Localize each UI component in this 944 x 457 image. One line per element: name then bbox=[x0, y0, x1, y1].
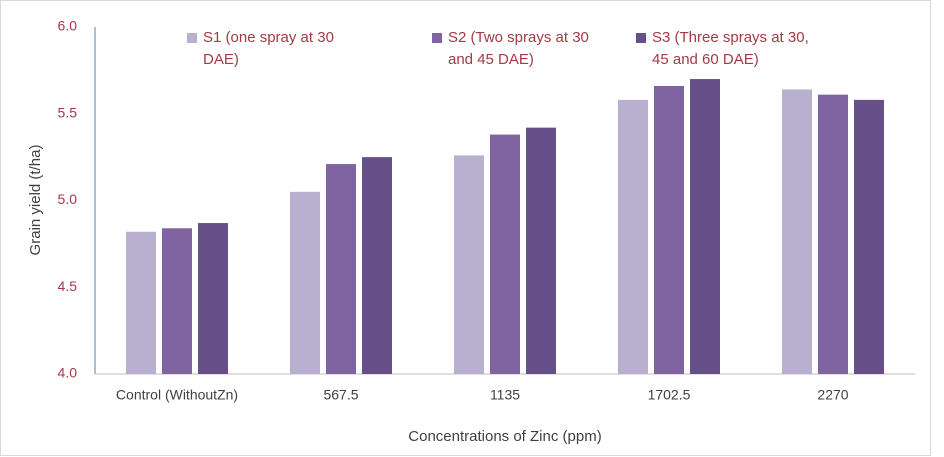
bar bbox=[198, 223, 228, 374]
legend-item: S2 (Two sprays at 30 and 45 DAE) bbox=[432, 27, 618, 71]
legend-label: S3 (Three sprays at 30, 45 and 60 DAE) bbox=[652, 29, 809, 68]
bar bbox=[454, 155, 484, 374]
bar bbox=[162, 228, 192, 374]
bar bbox=[782, 89, 812, 375]
bar bbox=[854, 99, 884, 375]
bar bbox=[362, 157, 392, 374]
y-tick-label: 4.0 bbox=[58, 365, 78, 381]
x-tick-label: Control (WithoutZn) bbox=[116, 387, 238, 403]
bar bbox=[654, 85, 684, 375]
bar bbox=[690, 79, 720, 375]
legend-item: S1 (one spray at 30 DAE) bbox=[187, 27, 373, 71]
y-axis-title: Grain yield (t/ha) bbox=[27, 145, 44, 256]
bar bbox=[526, 127, 556, 374]
bar bbox=[490, 134, 520, 374]
x-tick-label: 567.5 bbox=[323, 387, 358, 403]
legend-label: S2 (Two sprays at 30 and 45 DAE) bbox=[448, 29, 589, 68]
y-tick-label: 5.0 bbox=[58, 191, 78, 207]
x-tick-label: 1135 bbox=[490, 387, 520, 403]
bar bbox=[618, 99, 648, 375]
y-tick-label: 5.5 bbox=[58, 104, 78, 120]
legend-label: S1 (one spray at 30 DAE) bbox=[203, 29, 334, 68]
x-tick-label: 1702.5 bbox=[648, 387, 691, 403]
y-tick-label: 4.5 bbox=[58, 278, 78, 294]
x-axis-title: Concentrations of Zinc (ppm) bbox=[408, 428, 601, 445]
bar bbox=[818, 94, 848, 374]
bar bbox=[126, 231, 156, 374]
legend-item: S3 (Three sprays at 30, 45 and 60 DAE) bbox=[636, 27, 822, 71]
y-tick-label: 6.0 bbox=[58, 18, 78, 34]
legend-swatch bbox=[187, 33, 197, 43]
legend-swatch bbox=[636, 33, 646, 43]
bar bbox=[290, 191, 320, 374]
legend-swatch bbox=[432, 33, 442, 43]
x-tick-label: 2270 bbox=[817, 387, 848, 403]
bar bbox=[326, 164, 356, 374]
